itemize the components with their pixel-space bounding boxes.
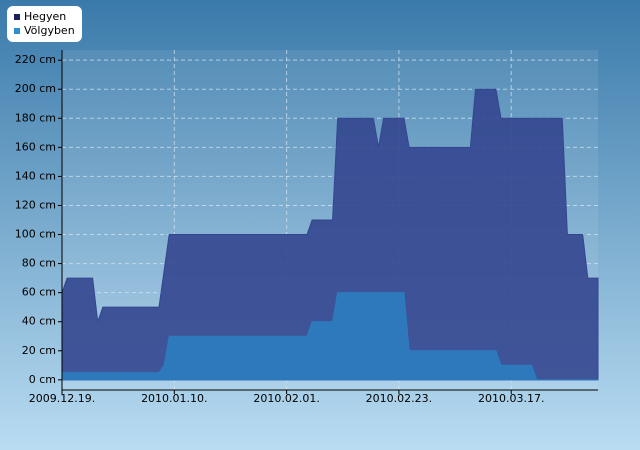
y-tick-label: 200 cm [15,82,56,95]
y-tick-label: 120 cm [15,198,56,211]
y-tick-label: 140 cm [15,169,56,182]
y-tick-label: 60 cm [22,286,56,299]
x-tick-label: 2010.02.23. [366,392,432,405]
legend-box [7,6,82,42]
y-tick-label: 20 cm [22,344,56,357]
x-tick-label: 2010.01.10. [141,392,207,405]
y-tick-label: 180 cm [15,111,56,124]
area [61,88,599,381]
y-tick-label: 220 cm [15,53,56,66]
legend-label: Hegyen [24,10,66,23]
x-tick-label: 2010.02.01. [253,392,319,405]
y-tick-label: 100 cm [15,228,56,241]
x-tick-label: 2010.03.17. [478,392,544,405]
y-tick-label: 80 cm [22,257,56,270]
area [61,292,598,381]
y-tick-label: 160 cm [15,140,56,153]
legend-swatch [14,14,20,20]
y-tick-label: 40 cm [22,315,56,328]
legend-swatch [14,28,20,34]
legend-label: Völgyben [24,24,75,37]
x-tick-label: 2009.12.19. [29,392,95,405]
y-tick-label: 0 cm [29,373,56,386]
